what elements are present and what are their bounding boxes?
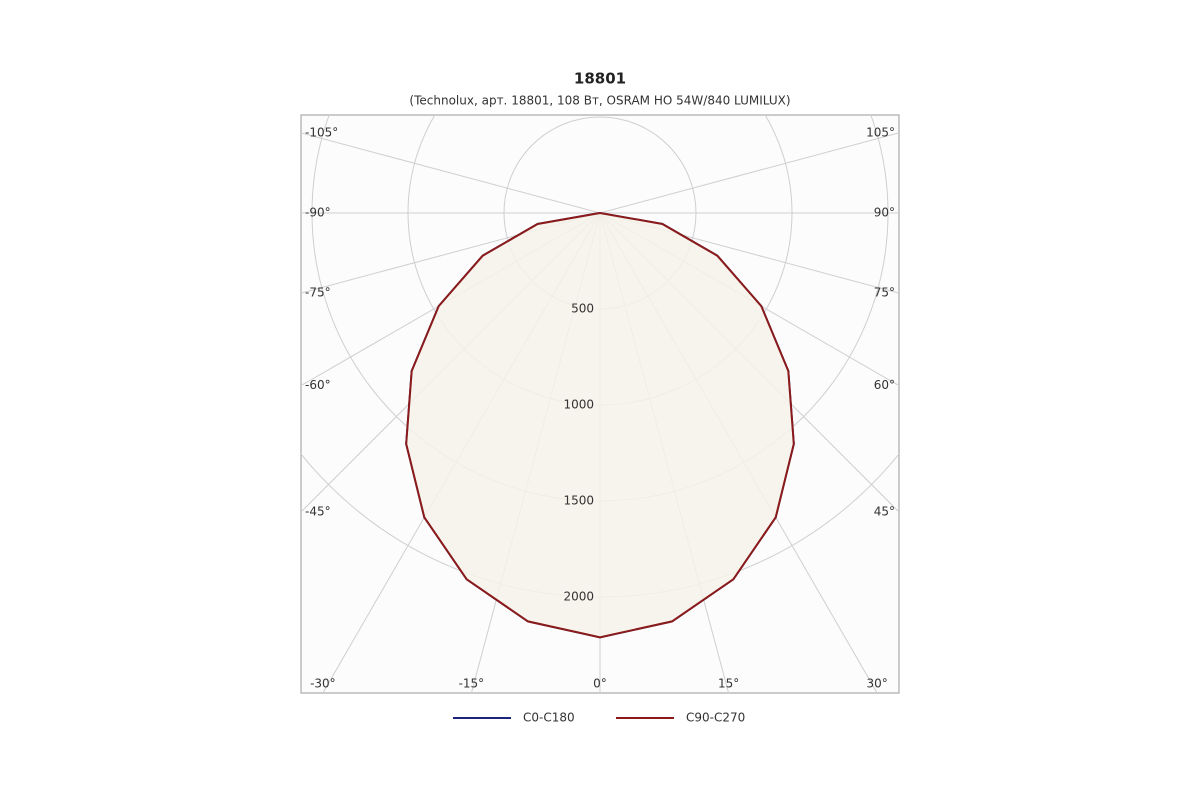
angle-tick-label: 15° bbox=[718, 677, 739, 691]
r-tick-label: 1000 bbox=[563, 398, 594, 412]
r-tick-label: 500 bbox=[571, 302, 594, 316]
angle-tick-label: -30° bbox=[310, 677, 336, 691]
angle-tick-label: 30° bbox=[866, 677, 887, 691]
angle-tick-label: -75° bbox=[305, 286, 331, 300]
angle-tick-label: 75° bbox=[874, 286, 895, 300]
angle-tick-label: 105° bbox=[866, 125, 895, 139]
angle-tick-label: 90° bbox=[874, 206, 895, 220]
labels: 500 1000 1500 2000 -105° -90° -75° -60° -45° -30°… bbox=[305, 125, 895, 690]
grid-radial bbox=[301, 132, 601, 214]
angle-tick-label: -105° bbox=[305, 125, 338, 139]
chart-title: 18801 bbox=[574, 70, 626, 88]
angle-tick-label: -45° bbox=[305, 505, 331, 519]
legend-label: C90-C270 bbox=[686, 711, 745, 725]
chart-subtitle: (Technolux, арт. 18801, 108 Вт, OSRAM HO… bbox=[409, 94, 790, 108]
intensity-curve bbox=[405, 211, 795, 639]
r-tick-label: 1500 bbox=[563, 494, 594, 508]
angle-tick-label: -60° bbox=[305, 378, 331, 392]
grid-radial bbox=[599, 132, 899, 214]
legend-label: C0-C180 bbox=[523, 711, 575, 725]
r-tick-label: 2000 bbox=[563, 590, 594, 604]
legend: C0-C180 C90-C270 bbox=[453, 711, 745, 725]
angle-tick-label: -15° bbox=[459, 677, 485, 691]
plot-area bbox=[301, 115, 899, 693]
angle-tick-label: 45° bbox=[874, 505, 895, 519]
angle-tick-label: -90° bbox=[305, 206, 331, 220]
angle-tick-label: 0° bbox=[593, 677, 607, 691]
angle-tick-label: 60° bbox=[874, 378, 895, 392]
